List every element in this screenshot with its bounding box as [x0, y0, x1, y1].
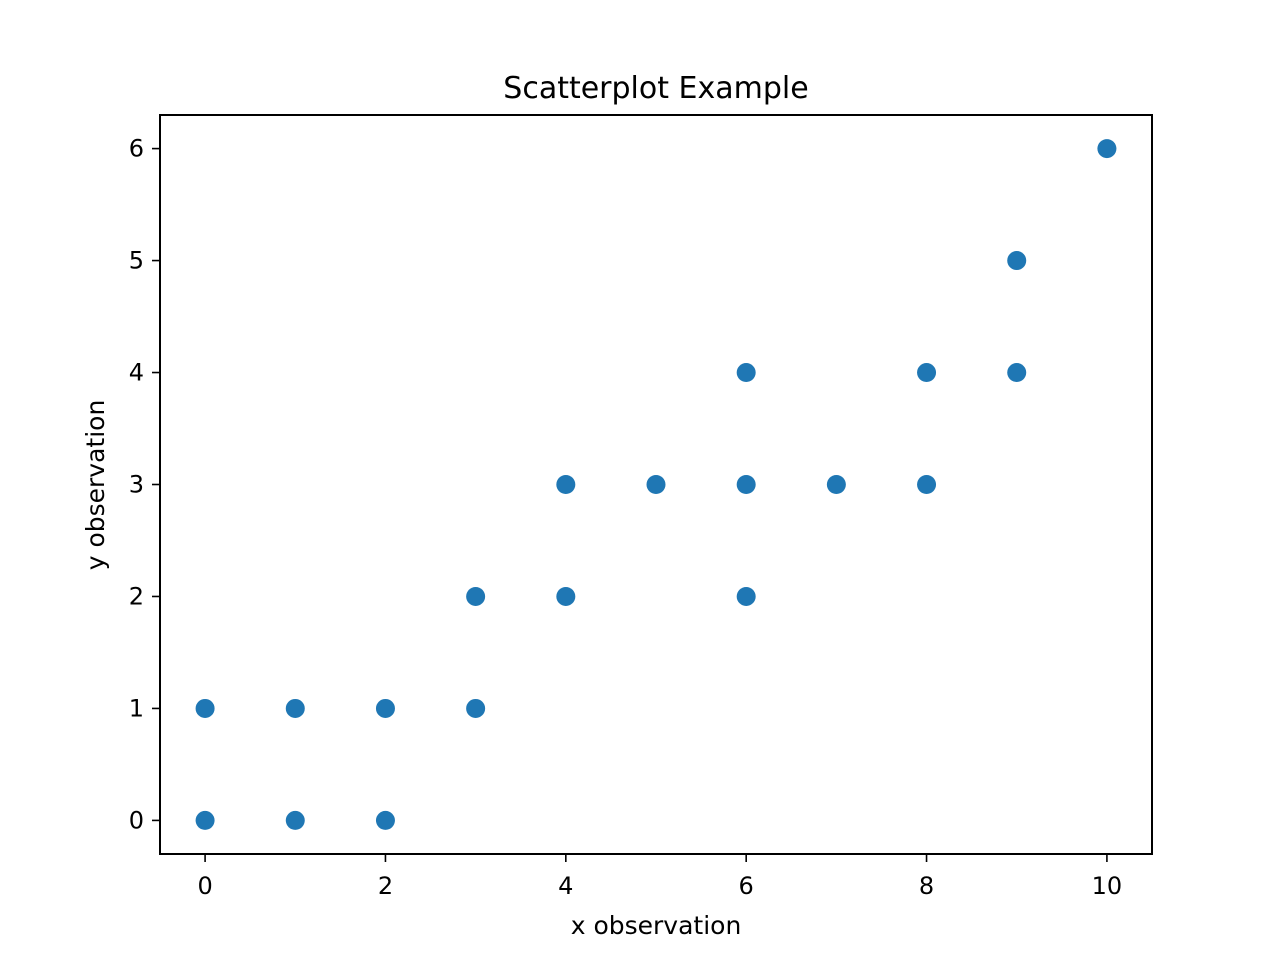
y-axis-label: y observation [81, 400, 110, 571]
scatter-points [195, 139, 1117, 830]
scatter-point [826, 475, 846, 494]
y-tick-label: 4 [129, 359, 144, 387]
x-axis-label: x observation [571, 911, 742, 940]
scatter-point [1007, 363, 1027, 383]
scatter-point [917, 475, 937, 494]
scatter-point [646, 475, 666, 494]
y-tick-label: 5 [129, 247, 144, 275]
y-tick-label: 3 [129, 471, 144, 499]
y-tick-label: 1 [129, 694, 144, 722]
x-tick-label: 2 [378, 872, 393, 900]
scatter-point [375, 698, 395, 718]
scatter-point [466, 698, 486, 718]
scatter-point [195, 698, 215, 718]
y-tick-label: 2 [129, 582, 144, 610]
plot-frame [159, 114, 1153, 855]
scatter-point [285, 810, 305, 830]
scatter-point [195, 810, 215, 830]
x-tick-label: 0 [197, 872, 212, 900]
x-tick-label: 4 [558, 872, 573, 900]
y-tick-label: 0 [129, 806, 144, 834]
scatter-point [736, 475, 756, 494]
x-tick-label: 8 [919, 872, 934, 900]
scatter-point [466, 586, 486, 606]
scatter-point [736, 363, 756, 383]
chart-title: Scatterplot Example [503, 71, 808, 106]
y-tick-label: 6 [129, 135, 144, 163]
scatter-point [285, 698, 305, 718]
scatter-point [556, 475, 576, 494]
scatter-point [1097, 139, 1117, 159]
scatter-point [556, 586, 576, 606]
x-tick-label: 10 [1092, 872, 1123, 900]
scatter-point [1007, 251, 1027, 271]
scatter-point [736, 586, 756, 606]
x-tick-label: 6 [739, 872, 754, 900]
scatter-point [917, 363, 937, 383]
axis-ticks: 0 2 4 6 8 10 0 1 2 3 4 5 6 [129, 135, 1122, 900]
scatter-point [375, 810, 395, 830]
